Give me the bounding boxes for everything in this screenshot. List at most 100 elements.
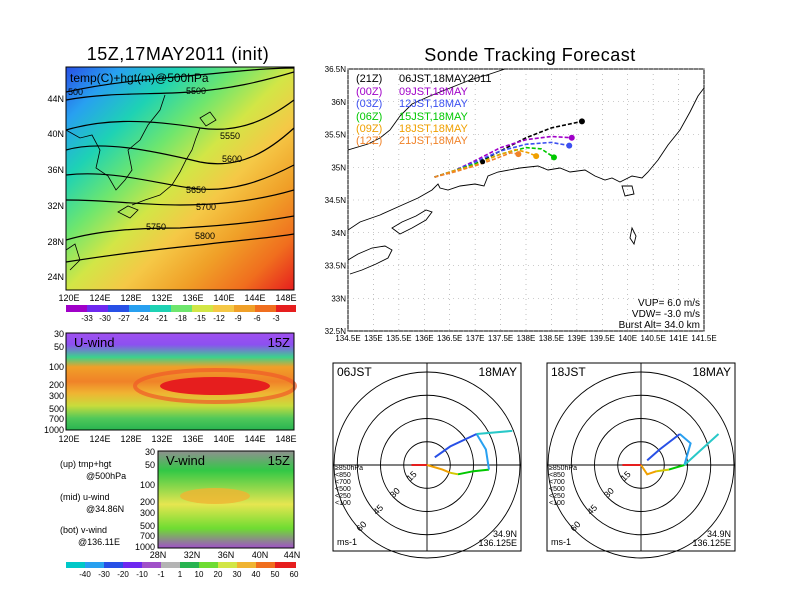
note-bot: (bot) v-wind [60, 525, 107, 535]
colorbar-tick: -1 [157, 570, 165, 579]
lat-tick: 32N [184, 550, 201, 560]
vwind-panel: V-wind 15Z 30 50 100 200 300 500 700 100… [66, 447, 300, 579]
lon-tick: 140E [618, 334, 637, 343]
uwind-jet-core [160, 377, 270, 395]
colorbar-tick: -9 [234, 314, 242, 323]
level-legend-item: <100 [549, 500, 565, 507]
uwind-p-ticks: 30 50 100 200 300 500 700 1000 [44, 329, 64, 435]
colorbar-tick: -15 [194, 314, 206, 323]
map-500-lon-ticks: 120E 124E 128E 132E 136E 140E 144E 148E [58, 293, 296, 303]
temperature-field [66, 67, 294, 290]
hodograph-trace [656, 468, 670, 473]
colorbar-tick: 10 [195, 570, 204, 579]
contour-label-5600: 5600 [222, 154, 242, 164]
lat-tick: 32N [47, 201, 64, 211]
lon-tick: 148E [275, 293, 296, 303]
lat-tick: 24N [47, 272, 64, 282]
p-tick: 100 [140, 480, 155, 490]
landing-point-5 [515, 151, 522, 158]
track-lon-ticks: 134.5E 135E 135.5E 136E 136.5E 137E 137.5E 138E… [335, 334, 716, 343]
track-line-5 [434, 151, 519, 178]
lat-tick: 36N [47, 165, 64, 175]
track-grid [347, 68, 705, 332]
lat-tick: 44N [284, 550, 301, 560]
lon-tick: 137.5E [488, 334, 513, 343]
note-up-level: @500hPa [86, 471, 126, 481]
legend-code-12z: (12Z) [356, 135, 382, 147]
lat-tick: 36N [331, 98, 346, 107]
legend-code-06z: (06Z) [356, 111, 382, 123]
note-bot-lon: @136.11E [78, 537, 120, 547]
colorbar-tick: -40 [79, 570, 91, 579]
ring-label: 15 [405, 469, 419, 483]
left-title: 15Z,17MAY2011 (init) [87, 44, 269, 64]
level-legend-item: ≥850hPa [549, 465, 577, 472]
hodograph-trace [679, 433, 692, 466]
p-tick: 50 [145, 460, 155, 470]
ring-label: 45 [585, 502, 599, 516]
lon-tick: 135.5E [386, 334, 411, 343]
track-lines [434, 118, 585, 178]
colorbar-tick: -30 [99, 314, 111, 323]
track-params: VUP= 6.0 m/s VDW= -3.0 m/s Burst Alt= 34… [619, 298, 700, 331]
vwind-label: V-wind [166, 453, 205, 468]
lat-tick: 36.5N [325, 65, 347, 74]
lon-tick: 144E [244, 434, 265, 444]
colorbar-tick: -3 [272, 314, 280, 323]
ring-label: 30 [388, 486, 402, 500]
note-mid: (mid) u-wind [60, 492, 110, 502]
lon-tick: 128E [120, 293, 141, 303]
legend-text-00z: 09JST,18MAY [399, 86, 469, 98]
lon-tick: 132E [151, 293, 172, 303]
ring-label: 45 [371, 502, 385, 516]
colorbar-tick: 60 [290, 570, 299, 579]
lon-tick: 141.5E [691, 334, 716, 343]
lon-tick: 140E [213, 293, 234, 303]
p-tick: 100 [49, 362, 64, 372]
level-legend-item: ≥850hPa [335, 465, 363, 472]
level-legend-item: <500 [335, 486, 351, 493]
colorbar-tick: 30 [233, 570, 242, 579]
p-tick: 300 [49, 391, 64, 401]
vwind-p-ticks: 30 50 100 200 300 500 700 1000 [135, 447, 155, 552]
p-tick: 30 [54, 329, 64, 339]
lon-tick: 136E [415, 334, 434, 343]
legend-text-12z: 21JST,18MAY [399, 135, 469, 147]
contour-label-5700: 5700 [196, 202, 216, 212]
hodograph-trace [476, 429, 513, 435]
legend-text-09z: 18JST,18MAY [399, 123, 469, 135]
p-tick: 200 [49, 380, 64, 390]
hodograph-trace [683, 433, 720, 466]
lat-tick: 32.5N [325, 327, 347, 336]
colorbar-tick: -12 [213, 314, 225, 323]
hodograph-date: 18MAY [693, 365, 731, 379]
contour-labels: 5500 5550 5600 5650 5700 5750 5800 500 [68, 86, 242, 241]
legend-text-21z: 06JST,18MAY2011 [399, 73, 492, 85]
lon-tick: 134.5E [335, 334, 360, 343]
contour-label-5800: 5800 [195, 231, 215, 241]
uwind-lon-ticks: 120E 124E 128E 132E 136E 140E 144E 148E [58, 434, 296, 444]
hodograph-trace [426, 464, 451, 474]
track-line-4 [434, 148, 537, 178]
colorbar-tick: 50 [271, 570, 280, 579]
launch-point [480, 159, 486, 165]
level-legend-item: <500 [549, 486, 565, 493]
p-tick: 50 [54, 342, 64, 352]
p-tick: 500 [49, 404, 64, 414]
lon-tick: 136.5E [437, 334, 462, 343]
hodograph-time: 06JST [337, 365, 372, 379]
lon-tick: 138.5E [539, 334, 564, 343]
wind-colorbar [66, 562, 296, 568]
landing-point-1 [568, 134, 575, 141]
colorbar-tick: -18 [175, 314, 187, 323]
landing-point-0 [578, 118, 585, 125]
p-tick: 1000 [44, 425, 64, 435]
landing-point-2 [566, 142, 573, 149]
lat-tick: 40N [252, 550, 269, 560]
p-tick: 500 [140, 521, 155, 531]
hodograph-time: 18JST [551, 365, 586, 379]
landing-point-4 [533, 153, 540, 160]
p-tick: 30 [145, 447, 155, 457]
